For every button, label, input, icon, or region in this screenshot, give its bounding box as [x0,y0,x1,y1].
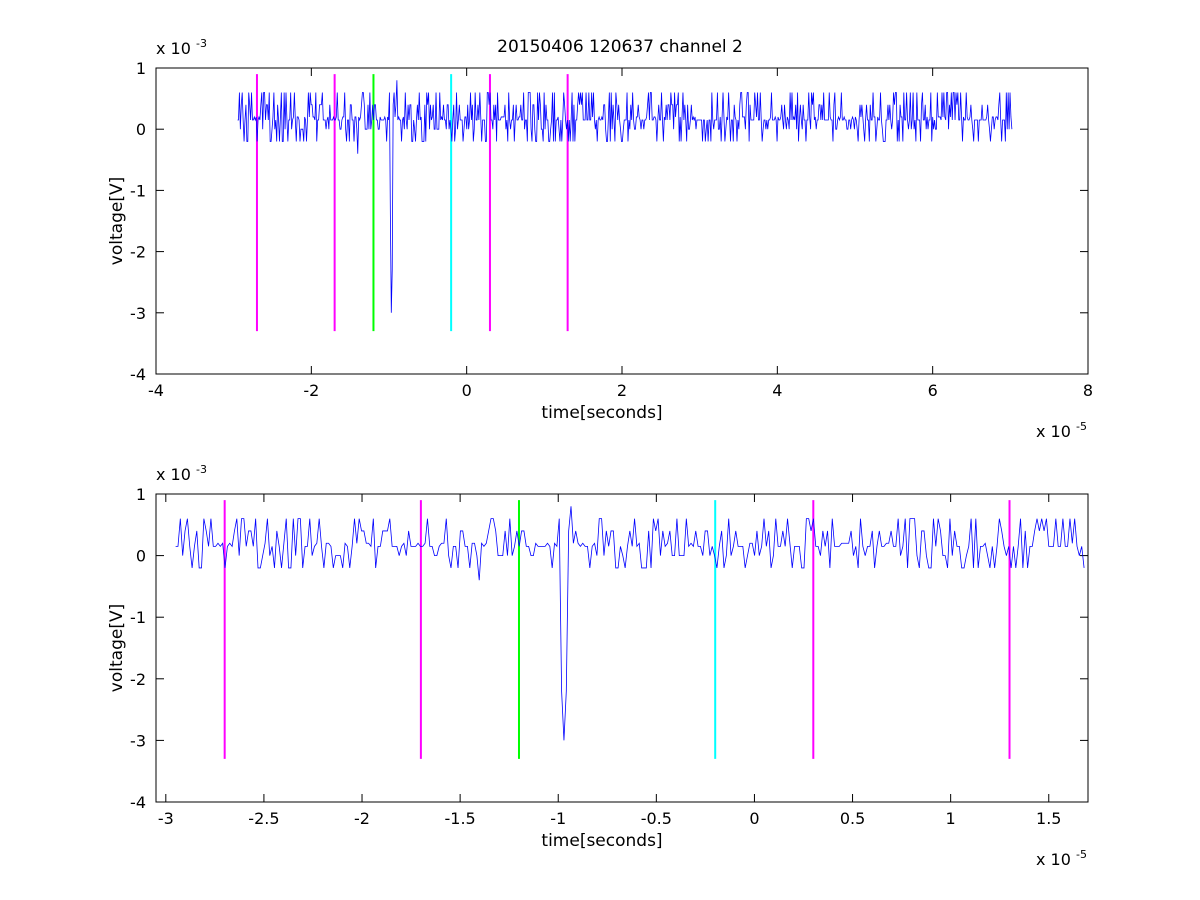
x-tick-label: 0 [462,381,472,400]
x-tick-label: 0.5 [840,809,865,828]
y-tick-label: -4 [130,793,146,812]
x-tick-label: 0 [749,809,759,828]
y-tick-label: 0 [136,547,146,566]
x-axis-label: time[seconds] [541,831,662,851]
x-tick-label: -2.5 [248,809,279,828]
y-tick-label: -1 [130,181,146,200]
y-tick-label: -2 [130,243,146,262]
x-tick-label: -3 [158,809,174,828]
x-tick-label: -2 [354,809,370,828]
x-tick-label: 8 [1083,381,1093,400]
x-tick-label: -1.5 [445,809,476,828]
x-tick-label: -4 [148,381,164,400]
y-axis-label: voltage[V] [107,604,127,692]
x-axis-label: time[seconds] [541,403,662,423]
y-tick-label: 1 [136,59,146,78]
x-tick-label: -1 [550,809,566,828]
y-exponent-label: x 10 -3 [156,463,207,484]
y-tick-label: -2 [130,670,146,689]
chart-title: 20150406 120637 channel 2 [497,37,743,57]
y-tick-label: -3 [130,304,146,323]
chart-panel-1: -4 -2 0 2 4 6 810-1-2-3-4time[seconds]voltage[… [107,37,1093,441]
y-exponent-label: x 10 -3 [156,37,207,58]
y-tick-label: -1 [130,608,146,627]
signal-trace [175,506,1085,741]
x-tick-label: 4 [772,381,782,400]
y-axis-label: voltage[V] [107,177,127,265]
x-tick-label: -0.5 [641,809,672,828]
y-tick-label: 0 [136,120,146,139]
x-tick-label: 2 [617,381,627,400]
axes-frame [155,493,1089,803]
x-tick-label: 1.5 [1036,809,1061,828]
x-tick-label: 1 [946,809,956,828]
x-tick-label: 6 [928,381,938,400]
x-exponent-label: x 10 -5 [1036,420,1087,441]
signal-trace [237,80,1013,313]
x-tick-label: -2 [303,381,319,400]
chart-panel-2: -3 -2.5 -2 -1.5 -1 -0.5 0 0.5 1 1.5 1 0 -1 -2 -3 -4 time… [107,463,1089,869]
y-tick-label: -4 [130,365,146,384]
y-tick-label: -3 [130,731,146,750]
y-tick-label: 1 [136,485,146,504]
x-exponent-label: x 10 -5 [1036,848,1087,869]
